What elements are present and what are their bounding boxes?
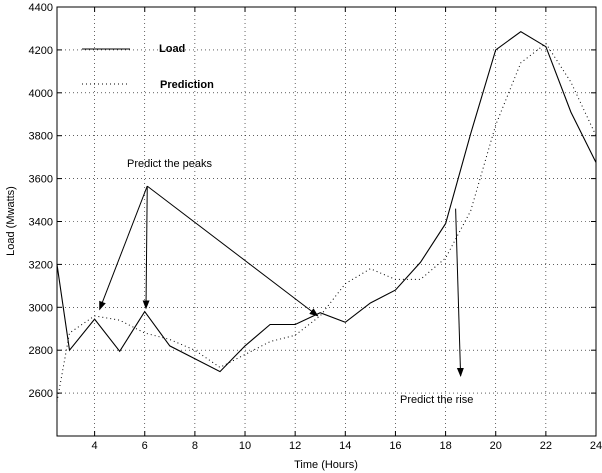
y-tick-label: 4200 [29,45,53,57]
y-tick-label: 3400 [29,217,53,229]
y-tick-label: 4000 [29,88,53,100]
y-tick-label: 3800 [29,131,53,143]
annotation-arrow [142,186,150,310]
x-tick-label: 10 [239,440,251,452]
y-tick-label: 3600 [29,174,53,186]
x-tick-label: 6 [142,440,148,452]
x-tick-label: 16 [389,440,401,452]
series-prediction-line [56,42,597,402]
x-tick-label: 8 [192,440,198,452]
annotations: Predict the peaks Predict the rise [99,158,473,406]
annotation-arrow [99,185,148,311]
y-tick-label: 4400 [29,2,53,14]
y-tick-label: 3000 [29,302,53,314]
annotation-label: Predict the peaks [127,158,212,170]
x-axis-ticks: 4 6 8 10 12 14 16 18 20 22 24 [92,7,602,452]
annotation-arrow [455,208,464,377]
y-axis-ticks: 2600 2800 3000 3200 3400 3600 3800 4000 4200 4400 [29,2,596,400]
annotation-label: Predict the rise [400,394,473,406]
annotation-arrow [146,185,319,317]
y-axis-label: Load (Mwatts) [5,186,17,256]
legend: Load Prediction [82,43,214,91]
y-tick-label: 2600 [29,388,53,400]
x-tick-label: 12 [289,440,301,452]
x-axis-label: Time (Hours) [294,459,358,471]
x-tick-label: 14 [339,440,351,452]
legend-prediction-label: Prediction [160,79,214,91]
legend-load-label: Load [159,43,185,55]
series-lines [56,31,597,402]
y-tick-label: 3200 [29,259,53,271]
x-tick-label: 18 [439,440,451,452]
x-tick-label: 22 [540,440,552,452]
series-load-line [56,31,597,373]
grid-lines [57,6,597,436]
x-tick-label: 24 [590,440,602,452]
y-tick-label: 2800 [29,345,53,357]
x-tick-label: 20 [490,440,502,452]
x-tick-label: 4 [92,440,98,452]
